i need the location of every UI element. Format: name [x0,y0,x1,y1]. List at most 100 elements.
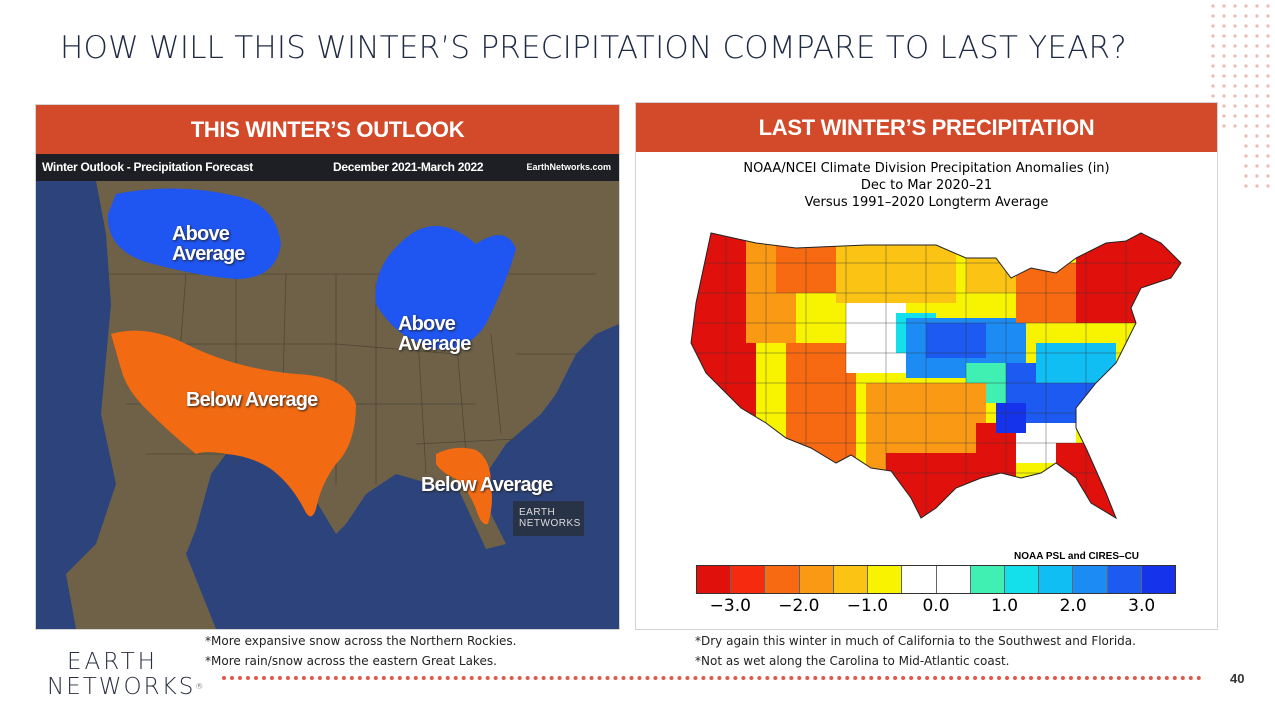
decorative-dot [1244,124,1248,128]
decorative-dot [1255,34,1259,38]
decorative-dot [1266,134,1270,138]
decorative-dot [1255,134,1259,138]
decorative-dot [1255,44,1259,48]
page-number: 40 [1230,671,1245,686]
decorative-dot [1233,124,1237,128]
above-average-zone-northern-rockies [107,188,282,279]
decorative-dot [1266,64,1270,68]
decorative-dot [1222,94,1226,98]
decorative-dot [1233,84,1237,88]
decorative-dot [1255,54,1259,58]
decorative-dot [1266,164,1270,168]
watermark-line1: EARTH [519,507,556,518]
decorative-dot [1244,174,1248,178]
decorative-dot [1244,74,1248,78]
label-above-average-rockies: Above Average [172,223,245,265]
colorbar-segment [902,566,937,593]
decorative-dot [1233,4,1237,8]
colorbar-segment [1039,566,1074,593]
decorative-dot [1211,84,1215,88]
colorbar-segment [970,566,1005,593]
decorative-dot [1255,4,1259,8]
label-below-average-florida: Below Average [421,474,553,496]
decorative-dot [1233,114,1237,118]
note-right-line2: *Not as wet along the Carolina to Mid-At… [695,654,1010,668]
map-title-left: Winter Outlook - Precipitation Forecast [42,160,253,174]
decorative-dot [1244,154,1248,158]
colorbar-segment [765,566,800,593]
decorative-dot [1266,114,1270,118]
colorbar-segment [1141,566,1176,593]
decorative-dot [1222,64,1226,68]
decorative-dot [1266,144,1270,148]
noaa-title-line1: NOAA/NCEI Climate Division Precipitation… [743,161,1110,176]
note-right: *Dry again this winter in much of Califo… [695,631,1136,671]
decorative-dot [1233,64,1237,68]
decorative-dot [1244,64,1248,68]
decorative-dot [1244,54,1248,58]
decorative-dot [1244,94,1248,98]
decorative-dot [1244,4,1248,8]
decorative-dot [1222,104,1226,108]
decorative-dot [1222,34,1226,38]
decorative-dot [1211,54,1215,58]
map-title-date-range: December 2021-March 2022 [333,160,484,174]
colorbar-segment [1004,566,1040,593]
decorative-dot [1244,104,1248,108]
noaa-map-title: NOAA/NCEI Climate Division Precipitation… [636,160,1217,211]
trademark-symbol: ® [195,682,206,691]
colorbar-tick-label: 1.0 [991,596,1019,616]
noaa-credit: NOAA PSL and CIRES–CU [1014,551,1140,562]
noaa-title-line3: Versus 1991–2020 Longterm Average [804,195,1049,210]
decorative-dot [1266,44,1270,48]
decorative-dot [1255,124,1259,128]
decorative-dot [1266,4,1270,8]
decorative-dot [1255,184,1259,188]
anomaly-fill-regions [691,233,1181,518]
decorative-dot [1244,164,1248,168]
decorative-dot [1244,144,1248,148]
decorative-dot [1233,24,1237,28]
decorative-dot [1255,94,1259,98]
decorative-dot [1233,74,1237,78]
decorative-dot [1222,84,1226,88]
decorative-dot [1222,14,1226,18]
winter-outlook-map: Winter Outlook - Precipitation Forecast … [36,154,619,629]
precip-colorbar [696,565,1176,594]
decorative-dot [1244,84,1248,88]
decorative-dot [1233,54,1237,58]
decorative-dot [1255,84,1259,88]
decorative-dot [1266,124,1270,128]
decorative-dot [1255,144,1259,148]
decorative-dot [1244,114,1248,118]
decorative-dot [1266,94,1270,98]
decorative-dot [1233,14,1237,18]
decorative-dot [1266,34,1270,38]
label-below-average-southwest: Below Average [186,389,318,411]
colorbar-segment [936,566,971,593]
logo-line1: EARTH [67,649,158,675]
earth-networks-logo: EARTH NETWORKS® [47,650,205,700]
decorative-dot [1244,34,1248,38]
decorative-dot [1244,44,1248,48]
earth-networks-watermark: EARTH NETWORKS [513,501,584,536]
decorative-dot [1211,64,1215,68]
colorbar-tick-label: 0.0 [922,596,950,616]
colorbar-segment [731,566,766,593]
decorative-dot [1233,34,1237,38]
this-winter-outlook-panel: THIS WINTER’S OUTLOOK [35,104,620,630]
map-title-source: EarthNetworks.com [526,162,611,172]
note-left-line2: *More rain/snow across the eastern Great… [205,654,497,668]
decorative-dot [1244,24,1248,28]
logo-line2: NETWORKS® [47,674,205,700]
note-left: *More expansive snow across the Northern… [205,631,516,671]
decorative-dot [1255,24,1259,28]
decorative-dot [1244,134,1248,138]
decorative-dot [1255,14,1259,18]
decorative-dot [1266,84,1270,88]
decorative-dot [1233,104,1237,108]
colorbar-tick-label: −2.0 [778,596,820,616]
decorative-dot [1255,174,1259,178]
colorbar-segment [697,566,732,593]
colorbar-segment [833,566,869,593]
